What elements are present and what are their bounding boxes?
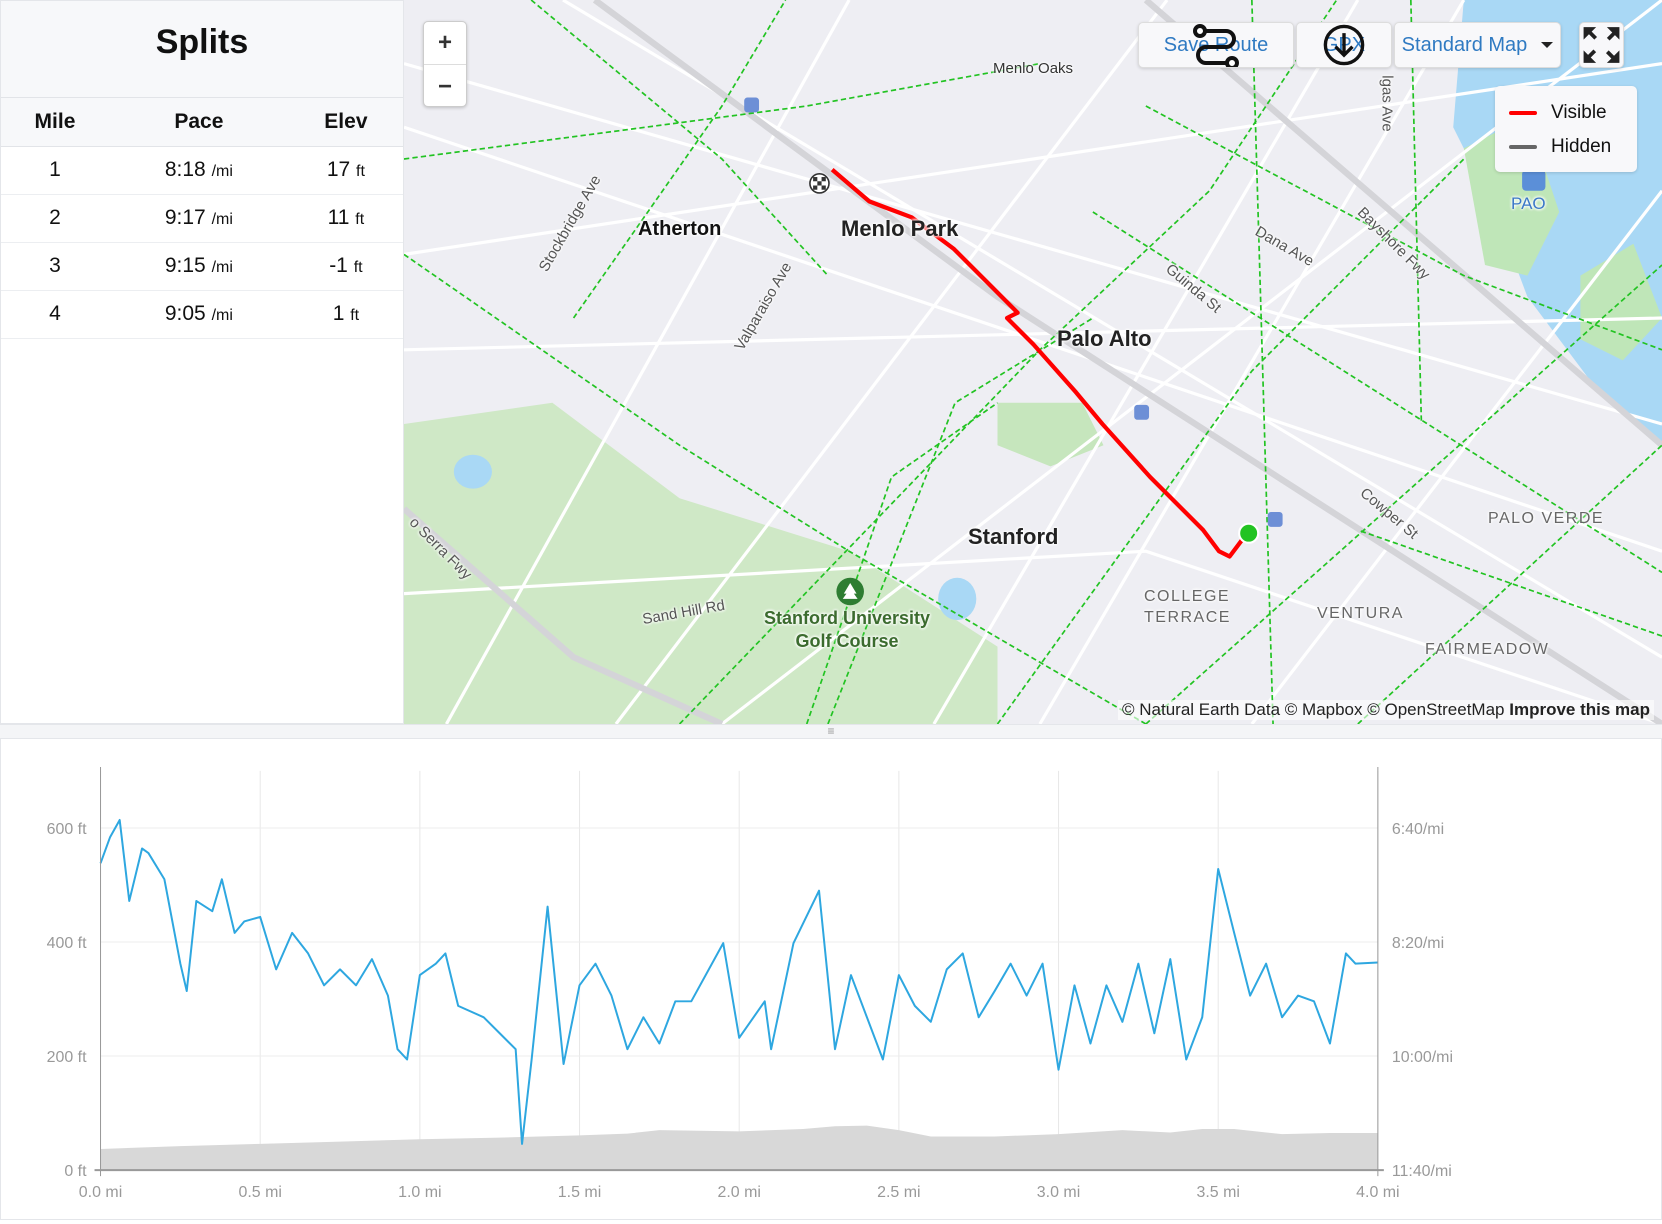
split-pace: 9:17 /mi (108, 194, 289, 243)
map-label-golf-course: Stanford University Golf Course (764, 608, 931, 651)
x-tick-label: 2.0 mi (717, 1184, 760, 1201)
split-mile: 1 (1, 146, 109, 195)
column-header-pace: Pace (108, 98, 289, 147)
x-tick-label: 0.5 mi (238, 1184, 281, 1201)
elevation-pace-chart: 0.0 mi 0.5 mi 1.0 mi 1.5 mi 2.0 mi 2.5 mi 3.0 … (0, 739, 1662, 1220)
split-elev: -1 ft (288, 242, 403, 291)
map-label-menlo-park: Menlo Park (841, 216, 959, 241)
finish-flag-icon (809, 173, 830, 194)
splits-panel: Splits Mile Pace Elev 1 8:18 /mi 17 ft 2 … (0, 0, 404, 724)
zoom-in-button[interactable]: + (424, 22, 466, 65)
fullscreen-button[interactable] (1579, 22, 1624, 68)
map-style-dropdown[interactable]: Standard Map (1394, 22, 1561, 68)
attribution-links[interactable]: © Natural Earth Data © Mapbox © OpenStre… (1122, 700, 1505, 719)
column-header-elev: Elev (288, 98, 403, 147)
zoom-out-button[interactable]: − (437, 72, 452, 100)
map-label-palo-verde: PALO VERDE (1488, 510, 1605, 527)
elevation-area (100, 1125, 1378, 1171)
right-axis-tick-label: 10:00/mi (1392, 1049, 1453, 1066)
map-style-value: Standard Map (1401, 33, 1528, 56)
legend-swatch (1509, 111, 1537, 115)
split-elev: 11 ft (288, 194, 403, 243)
column-header-mile: Mile (1, 98, 109, 147)
split-pace: 9:05 /mi (108, 290, 289, 339)
legend-swatch (1509, 145, 1537, 149)
right-axis-tick-label: 6:40/mi (1392, 821, 1444, 838)
x-tick-label: 1.0 mi (398, 1184, 441, 1201)
download-icon (1323, 24, 1365, 66)
hills-green (404, 402, 998, 724)
split-row: 4 9:05 /mi 1 ft (1, 290, 403, 339)
split-elev: 17 ft (288, 146, 403, 195)
airport-icon (1522, 169, 1546, 191)
save-route-button[interactable]: Save Route (1138, 22, 1294, 68)
splits-title: Splits (1, 1, 403, 98)
improve-map-link[interactable]: Improve this map (1509, 700, 1650, 719)
split-row: 3 9:15 /mi -1 ft (1, 242, 403, 291)
map-label-menlo-oaks: Menlo Oaks (993, 60, 1074, 77)
splits-table: Mile Pace Elev 1 8:18 /mi 17 ft 2 9:17 /m… (1, 98, 403, 339)
fullscreen-icon (1583, 27, 1620, 63)
legend-hidden[interactable]: Hidden (1509, 130, 1623, 164)
map-label-stanford: Stanford (968, 524, 1059, 549)
map-canvas (404, 0, 1662, 724)
bike-paths (404, 0, 1662, 724)
golf-course-icon (836, 577, 864, 606)
zoom-controls: + − (423, 21, 467, 107)
caret-down-icon (1541, 42, 1554, 48)
split-row: 2 9:17 /mi 11 ft (1, 194, 403, 243)
map-label-college-terrace: COLLEGE TERRACE (1144, 588, 1231, 626)
split-row: 1 8:18 /mi 17 ft (1, 146, 403, 195)
roads (404, 0, 1662, 724)
left-axis-tick-label: 600 ft (47, 821, 87, 838)
legend-visible[interactable]: Visible (1509, 96, 1623, 130)
route-line (830, 167, 1248, 559)
x-tick-label: 2.5 mi (877, 1184, 920, 1201)
x-tick-label: 0.0 mi (79, 1184, 122, 1201)
split-mile: 4 (1, 290, 109, 339)
left-axis-tick-label: 0 ft (64, 1163, 87, 1180)
map-attribution: © Natural Earth Data © Mapbox © OpenStre… (1118, 700, 1654, 720)
start-marker (1238, 522, 1260, 544)
x-tick-label: 1.5 mi (558, 1184, 601, 1201)
route-legend: Visible Hidden (1495, 86, 1637, 172)
left-axis-tick-label: 200 ft (47, 1049, 87, 1066)
train-station-icon (744, 97, 1283, 527)
chart-canvas: 0.0 mi 0.5 mi 1.0 mi 1.5 mi 2.0 mi 2.5 mi 3.0 … (47, 766, 1453, 1201)
split-mile: 3 (1, 242, 109, 291)
left-axis-tick-label: 400 ft (47, 935, 87, 952)
pace-line (99, 818, 1378, 1145)
split-pace: 9:15 /mi (108, 242, 289, 291)
right-axis-tick-label: 8:20/mi (1392, 935, 1444, 952)
map-label-fairmeadow: FAIRMEADOW (1425, 641, 1550, 658)
save-route-label: Save Route (1163, 33, 1269, 56)
route-icon (1193, 24, 1239, 67)
map-label-pao: PAO (1511, 194, 1546, 213)
map-label-atherton: Atherton (638, 218, 722, 240)
resize-handle[interactable]: ≡ (0, 724, 1662, 739)
split-pace: 8:18 /mi (108, 146, 289, 195)
split-mile: 2 (1, 194, 109, 243)
street-label-alameda: lgas Ave (1378, 75, 1396, 132)
right-axis-tick-label: 11:40/mi (1392, 1163, 1452, 1180)
split-elev: 1 ft (288, 290, 403, 339)
x-tick-label: 3.5 mi (1196, 1184, 1239, 1201)
map-label-palo-alto: Palo Alto (1057, 326, 1152, 351)
x-tick-label: 4.0 mi (1356, 1184, 1399, 1201)
x-tick-label: 3.0 mi (1037, 1184, 1080, 1201)
gpx-download-button[interactable]: GPX (1296, 22, 1392, 68)
map-label-ventura: VENTURA (1317, 605, 1404, 622)
map[interactable]: Atherton Menlo Park Palo Alto Stanford M… (404, 0, 1662, 724)
